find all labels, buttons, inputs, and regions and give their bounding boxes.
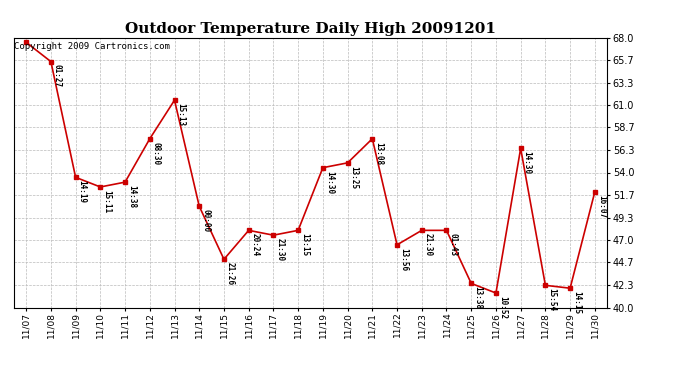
- Text: 01:43: 01:43: [448, 233, 457, 256]
- Text: 01:27: 01:27: [53, 64, 62, 88]
- Text: 14:30: 14:30: [325, 171, 334, 194]
- Text: 14:15: 14:15: [572, 291, 581, 314]
- Text: 15:13: 15:13: [177, 103, 186, 126]
- Text: 14:30: 14:30: [522, 151, 531, 174]
- Text: 21:30: 21:30: [275, 238, 284, 261]
- Text: 08:30: 08:30: [152, 142, 161, 165]
- Text: 00:00: 00:00: [201, 209, 210, 232]
- Text: 13:08: 13:08: [374, 142, 383, 165]
- Text: 13:15: 13:15: [300, 233, 309, 256]
- Text: 15:11: 15:11: [102, 190, 111, 213]
- Text: 20:24: 20:24: [250, 233, 259, 256]
- Text: 10:52: 10:52: [498, 296, 507, 319]
- Text: 14:19: 14:19: [77, 180, 86, 203]
- Text: 14:38: 14:38: [127, 185, 136, 208]
- Text: 21:30: 21:30: [424, 233, 433, 256]
- Text: 21:26: 21:26: [226, 262, 235, 285]
- Text: 13:38: 13:38: [473, 286, 482, 309]
- Text: 13:56: 13:56: [399, 248, 408, 271]
- Title: Outdoor Temperature Daily High 20091201: Outdoor Temperature Daily High 20091201: [125, 22, 496, 36]
- Text: 16:07: 16:07: [597, 195, 606, 218]
- Text: 15:54: 15:54: [547, 288, 556, 311]
- Text: 13:25: 13:25: [350, 166, 359, 189]
- Text: Copyright 2009 Cartronics.com: Copyright 2009 Cartronics.com: [14, 42, 170, 51]
